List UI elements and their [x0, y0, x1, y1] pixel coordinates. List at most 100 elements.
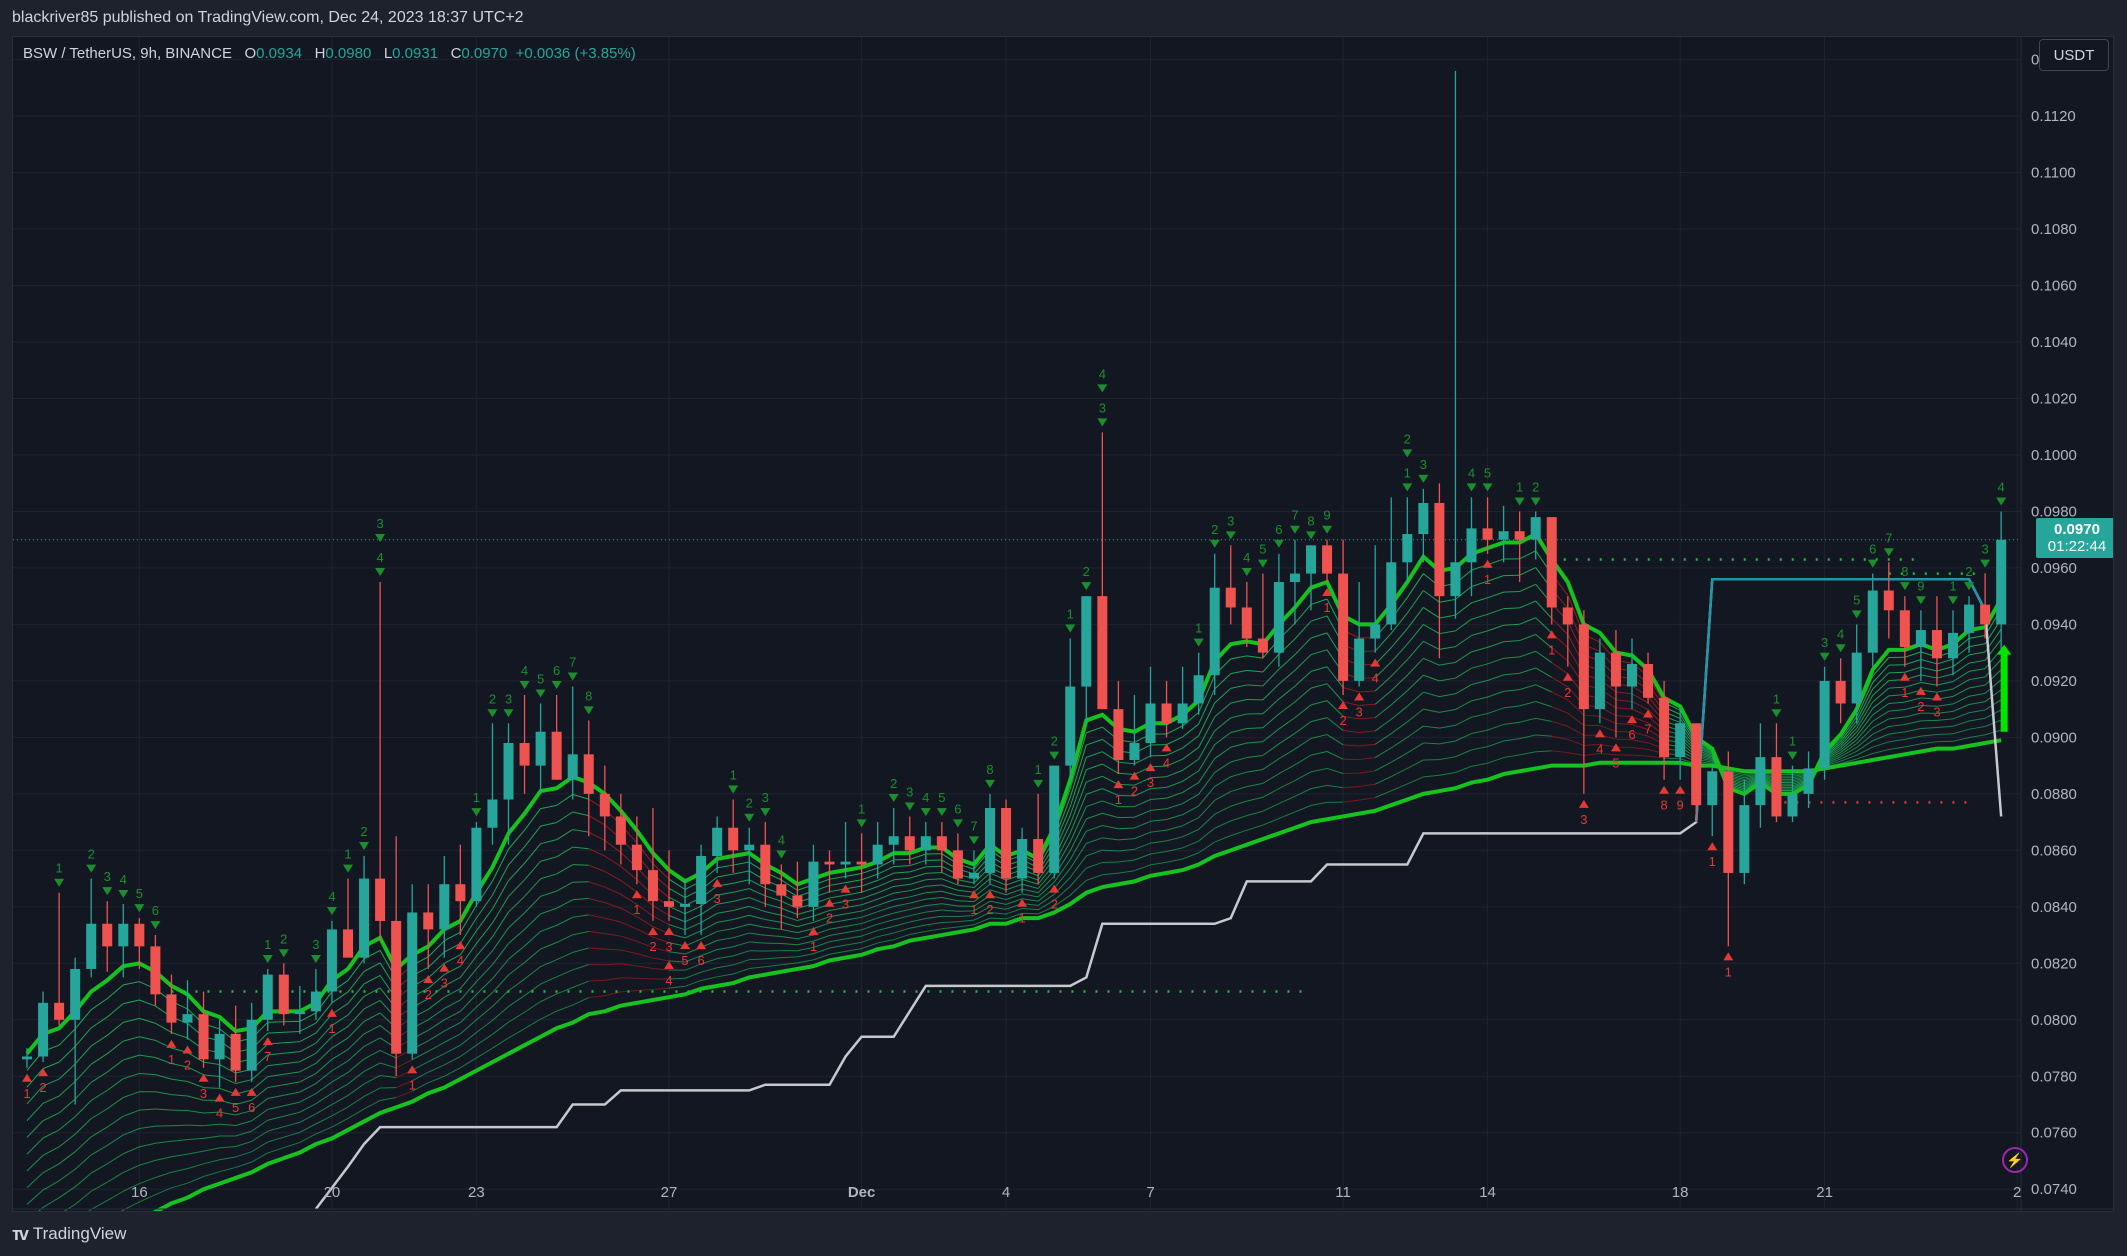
ribbon-line [1840, 731, 1858, 749]
ribbon-line [1888, 694, 1905, 697]
ribbon-line [893, 908, 910, 914]
ribbon-line [925, 909, 942, 913]
ribbon-line [1102, 788, 1119, 796]
ribbon-line [1262, 773, 1280, 784]
ribbon-line [1310, 751, 1328, 756]
candle-body [936, 836, 947, 851]
ribbon-line [58, 1186, 76, 1199]
candle-body [1129, 743, 1140, 760]
candle-body [1177, 703, 1188, 724]
td-sell-count: 2 [489, 691, 496, 706]
ribbon-line [620, 921, 638, 930]
ribbon-line [1086, 837, 1103, 844]
ribbon-line [203, 1135, 220, 1139]
ribbon-line [524, 825, 541, 848]
ribbon-line [1840, 750, 1857, 760]
ribbon-line [1359, 757, 1376, 761]
ribbon-line [26, 1154, 44, 1172]
time-tick-label: 4 [1002, 1184, 1010, 1201]
ribbon-line [1278, 717, 1296, 730]
candle-body [1787, 793, 1798, 817]
ribbon-line [427, 1008, 445, 1021]
ribbon-line [1968, 717, 1986, 722]
ribbon-line [909, 859, 926, 867]
currency-button[interactable]: USDT [2039, 39, 2109, 71]
ribbon-line [299, 1103, 317, 1113]
ribbon-line [58, 1168, 76, 1182]
td-buy-count: 2 [986, 902, 993, 917]
lightning-icon[interactable]: ⚡ [2002, 1147, 2028, 1173]
price-tick-label: 0.0900 [2031, 729, 2077, 746]
ribbon-line [106, 1115, 124, 1128]
ribbon-line [572, 811, 589, 817]
ribbon-line [123, 1183, 140, 1192]
symbol-name[interactable]: BSW / TetherUS, 9h, BINANCE [23, 45, 232, 62]
ribbon-line [1262, 743, 1280, 756]
price-tick-label: 0.1060 [2031, 278, 2077, 295]
ribbon-line [1503, 672, 1520, 676]
td-sell-arrow [375, 534, 386, 543]
ribbon-line [428, 1053, 445, 1063]
ribbon-line [26, 1189, 44, 1205]
ribbon-line [363, 1012, 381, 1022]
ribbon-line [1198, 730, 1216, 760]
ribbon-line [1069, 781, 1087, 825]
ribbon-line [444, 1022, 461, 1032]
ribbon-line [1374, 704, 1392, 718]
ribbon-line [1471, 746, 1488, 751]
ribbon-line [733, 941, 750, 948]
ribbon-line [459, 968, 477, 990]
ribbon-line [1406, 674, 1424, 692]
ribbon-line [187, 1137, 204, 1141]
candle-body [343, 929, 353, 958]
ribbon-line [315, 1013, 333, 1034]
td-sell-count: 2 [1404, 431, 1411, 446]
ribbon-line [524, 860, 541, 881]
td-sell-count: 2 [360, 824, 367, 839]
ribbon-line [331, 1094, 349, 1105]
ribbon-line [1166, 758, 1183, 767]
ribbon-line [1503, 640, 1520, 643]
candle-body [1803, 768, 1814, 794]
td-sell-count: 4 [922, 790, 929, 805]
ribbon-line [1166, 803, 1183, 810]
ribbon-line [1872, 703, 1890, 716]
ribbon-line [219, 1123, 236, 1126]
ribbon-line [572, 864, 589, 866]
ribbon-line [1022, 893, 1039, 898]
ribbon-line [1118, 859, 1135, 863]
ribbon-line [1487, 558, 1504, 566]
ribbon-line [1535, 617, 1553, 634]
ribbon-line [684, 979, 702, 987]
ribbon-line [347, 971, 365, 993]
ribbon-line [1230, 829, 1247, 837]
ribbon-line [1423, 725, 1440, 729]
ribbon-line [1005, 888, 1023, 896]
ribbon-line [1343, 744, 1360, 747]
candle-body [230, 1033, 241, 1071]
ribbon-line [556, 829, 573, 841]
price-tick-label: 0.0920 [2031, 673, 2077, 690]
candle-body [1097, 596, 1108, 710]
ribbon-line [315, 1115, 333, 1125]
ribbon-line [1471, 713, 1488, 718]
td-buy-arrow [824, 898, 835, 907]
ribbon-line [444, 954, 461, 964]
ribbon-line [989, 889, 1007, 896]
ribbon-line [1439, 740, 1456, 745]
candle-body [1964, 604, 1975, 633]
ribbon-line [540, 804, 557, 810]
td-sell-arrow [888, 793, 899, 802]
ribbon-line [1053, 868, 1071, 889]
td-sell-arrow [1899, 582, 1910, 591]
ribbon-line [1631, 731, 1649, 737]
ribbon-line [508, 912, 525, 929]
td-sell-arrow [1193, 638, 1204, 647]
ribbon-line [1390, 736, 1408, 749]
ribbon-line [684, 938, 702, 947]
ribbon-line [1631, 701, 1649, 710]
ribbon-line [1406, 708, 1424, 723]
td-buy-count: 1 [1323, 600, 1330, 615]
